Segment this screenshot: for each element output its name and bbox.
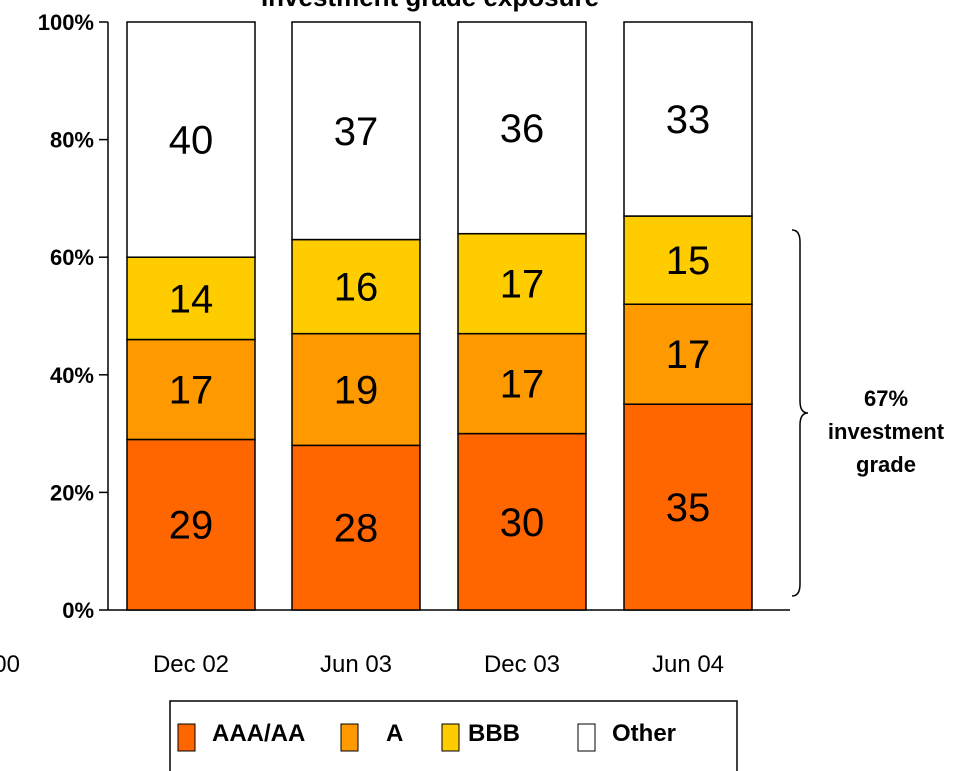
legend-swatch <box>441 723 460 752</box>
bar-segment-a <box>291 332 421 447</box>
data-label: 14 <box>169 277 214 321</box>
bar-segment-bbb <box>457 232 587 335</box>
y-tick-label: 80% <box>50 128 94 153</box>
bar-segment-aaa-aa <box>457 432 587 611</box>
y-tick-label: 100% <box>38 10 94 35</box>
bar-segment-other <box>457 21 587 235</box>
x-tick-label: Jun 04 <box>652 651 724 678</box>
y-axis: 0% 20% 40% 60% 80% 100% <box>38 10 790 623</box>
y-tick-label: 20% <box>50 480 94 505</box>
bar-segment-a <box>623 303 753 405</box>
bar-segment-a <box>457 332 587 435</box>
data-label: 30 <box>500 501 545 545</box>
bar-segment-a <box>126 338 256 441</box>
annotation-text: grade <box>856 452 916 477</box>
data-label: 35 <box>666 486 711 530</box>
data-label: 17 <box>500 363 545 407</box>
data-label: 15 <box>666 239 711 283</box>
legend-swatch <box>177 723 196 752</box>
data-label: 37 <box>334 110 379 154</box>
data-label: 17 <box>666 333 711 377</box>
y-tick-label: 40% <box>50 363 94 388</box>
legend-label: Other <box>612 720 676 747</box>
brace-bracket <box>791 229 809 597</box>
y-tick-label: 60% <box>50 245 94 270</box>
data-label: 19 <box>334 369 379 413</box>
legend-swatch <box>577 723 596 752</box>
annotation-text: investment <box>828 419 945 444</box>
legend: AAA/AA A BBB Other <box>169 700 738 771</box>
x-tick-label: Jun 03 <box>320 651 392 678</box>
annotation-text: 67% <box>864 386 908 411</box>
y-tick-label: 0% <box>62 598 94 623</box>
legend-label: A <box>386 720 403 747</box>
data-label: 33 <box>666 98 711 142</box>
x-axis: 00 Dec 02 Jun 03 Dec 03 Jun 04 <box>0 651 724 678</box>
data-label: 17 <box>500 263 545 307</box>
bar-segment-bbb <box>126 256 256 341</box>
data-label: 40 <box>169 119 214 163</box>
bar-segment-other <box>126 21 256 258</box>
bar-segment-other <box>623 21 753 217</box>
bar-group: 29 17 14 40 28 19 16 37 30 17 17 36 35 17 15 33 <box>126 21 753 611</box>
data-label: 36 <box>500 107 545 151</box>
data-label: 16 <box>334 266 379 310</box>
x-tick-label: Dec 03 <box>484 651 560 678</box>
bar-segment-other <box>291 21 421 241</box>
data-label: 17 <box>169 369 214 413</box>
chart-title: Investment grade exposure <box>261 0 599 12</box>
bar-segment-bbb <box>291 238 421 335</box>
bar-segment-aaa-aa <box>291 444 421 611</box>
data-label: 28 <box>334 507 379 551</box>
legend-label: BBB <box>468 720 520 747</box>
bar-segment-aaa-aa <box>623 403 753 611</box>
investment-grade-annotation: 67% investment grade <box>791 229 945 597</box>
bar-segment-aaa-aa <box>126 438 256 611</box>
data-label: 29 <box>169 504 214 548</box>
x-tick-label-clipped: 00 <box>0 651 20 678</box>
x-tick-label: Dec 02 <box>153 651 229 678</box>
legend-label: AAA/AA <box>212 720 305 747</box>
legend-swatch <box>340 723 359 752</box>
bar-segment-bbb <box>623 215 753 305</box>
